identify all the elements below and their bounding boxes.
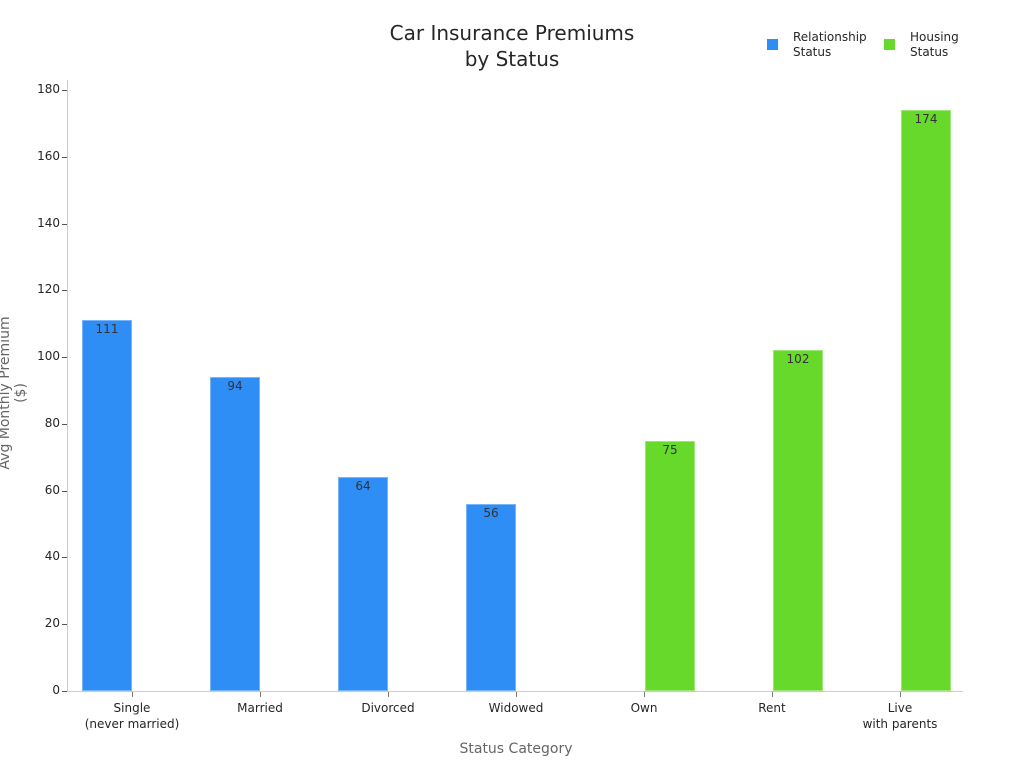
y-axis-line	[67, 80, 68, 692]
x-tick-mark	[260, 692, 261, 697]
y-tick-mark	[62, 557, 67, 559]
bar-value-label: 174	[914, 112, 938, 127]
x-tick-label: Divorced	[361, 701, 415, 715]
legend-swatch-relationship	[767, 39, 778, 50]
x-tick-mark	[516, 692, 517, 697]
y-tick-mark	[62, 90, 67, 91]
bar	[466, 504, 516, 691]
y-tick-mark	[62, 223, 67, 225]
x-axis-title: Status Category	[459, 741, 573, 757]
y-tick-mark	[62, 691, 67, 692]
x-tick-mark	[644, 692, 645, 697]
y-tick-mark	[62, 156, 67, 158]
legend-label-housing: Housing Status	[910, 30, 959, 59]
x-tick-label: Own	[630, 701, 658, 715]
bar-value-label: 64	[355, 479, 371, 494]
y-tick-label: 0	[52, 683, 60, 697]
y-tick-label: 180	[37, 82, 60, 96]
chart-title-line-2: by Status	[464, 47, 560, 71]
y-tick-label: 80	[44, 415, 60, 430]
bar-value-label: 111	[95, 322, 119, 337]
y-tick-label: 160	[37, 148, 60, 163]
x-tick-mark	[132, 692, 133, 697]
bar	[210, 377, 260, 691]
x-tick-mark	[900, 692, 901, 697]
chart-title: Car Insurance Premiums by Status	[362, 20, 662, 72]
x-tick-mark	[388, 692, 389, 697]
y-tick-label: 20	[44, 616, 60, 631]
bar-value-label: 94	[227, 379, 243, 394]
legend-label-relationship: Relationship Status	[793, 30, 867, 59]
y-tick-mark	[62, 490, 67, 492]
y-tick-mark	[62, 290, 67, 292]
bar	[901, 110, 951, 691]
bar-value-label: 56	[483, 506, 499, 521]
y-tick-mark	[62, 423, 67, 425]
y-tick-label: 40	[44, 549, 60, 564]
chart-title-line-1: Car Insurance Premiums	[389, 21, 635, 45]
x-tick-mark	[772, 692, 773, 697]
legend-swatch-housing	[884, 39, 895, 50]
x-tick-label: Rent	[758, 701, 786, 715]
bar	[82, 320, 132, 691]
bar-value-label: 75	[662, 442, 678, 457]
y-tick-mark	[62, 624, 67, 626]
y-tick-label: 100	[37, 349, 60, 364]
y-tick-label: 60	[44, 482, 60, 497]
bar	[773, 350, 823, 691]
x-tick-label: Single (never married)	[84, 701, 180, 731]
y-tick-label: 120	[37, 282, 60, 297]
x-tick-label: Widowed	[488, 701, 544, 715]
bar	[645, 440, 695, 691]
y-axis-title: Avg Monthly Premium ($)	[0, 316, 29, 470]
x-tick-label: Married	[237, 701, 283, 715]
y-tick-mark	[62, 357, 67, 359]
bar	[338, 477, 388, 691]
x-axis-line	[67, 691, 963, 692]
x-tick-label: Live with parents	[862, 701, 938, 731]
bar-value-label: 102	[786, 352, 810, 367]
y-tick-label: 140	[37, 215, 60, 230]
